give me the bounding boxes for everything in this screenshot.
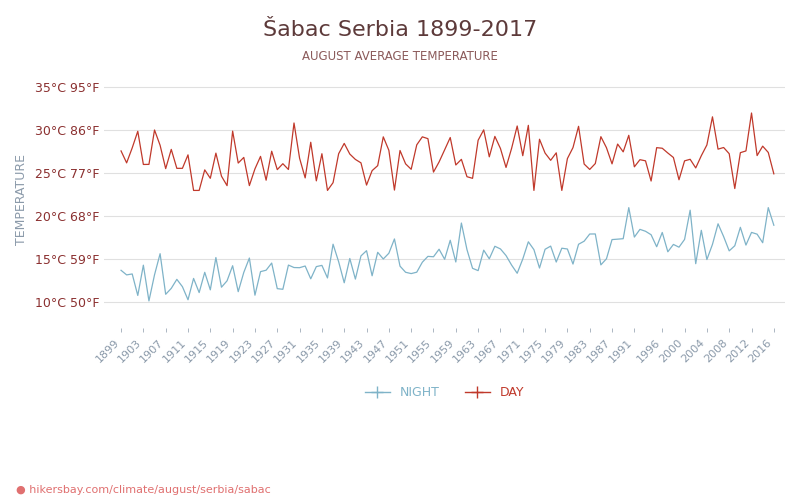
Text: Šabac Serbia 1899-2017: Šabac Serbia 1899-2017 — [263, 20, 537, 40]
Legend: NIGHT, DAY: NIGHT, DAY — [360, 382, 530, 404]
Y-axis label: TEMPERATURE: TEMPERATURE — [15, 154, 28, 244]
Text: AUGUST AVERAGE TEMPERATURE: AUGUST AVERAGE TEMPERATURE — [302, 50, 498, 63]
Text: ● hikersbay.com/climate/august/serbia/sabac: ● hikersbay.com/climate/august/serbia/sa… — [16, 485, 270, 495]
